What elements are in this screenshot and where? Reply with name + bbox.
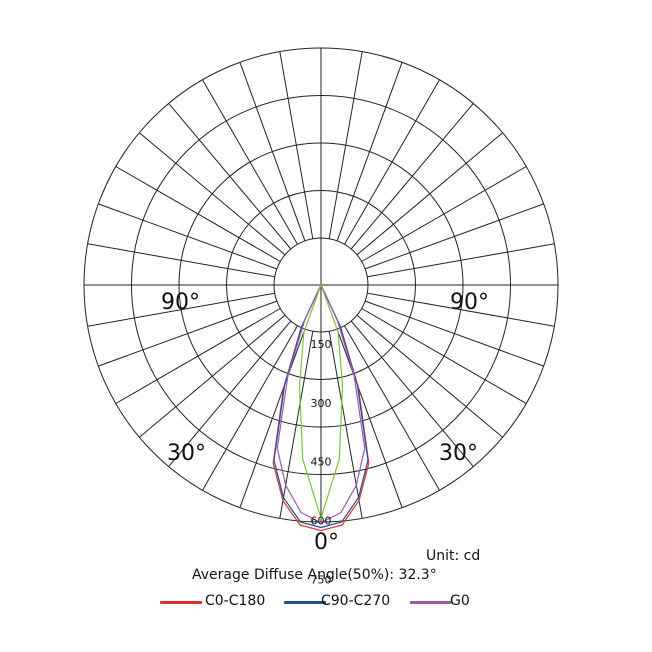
angle-label-30-right: 30° — [439, 441, 478, 466]
grid-spoke — [344, 325, 440, 491]
chart-legend: C0-C180 C90-C270 G0 — [160, 593, 520, 611]
grid-spoke — [365, 203, 544, 270]
radial-tick-label: 300 — [311, 397, 332, 410]
angle-labels: 90° 90° 30° 30° 0° — [161, 290, 489, 555]
grid-spoke — [115, 308, 281, 404]
series-curve-c90-c270 — [273, 284, 369, 529]
legend-label-c90-c270: C90-C270 — [321, 593, 391, 609]
angle-label-30-left: 30° — [167, 441, 206, 466]
radial-tick-label: 750 — [311, 574, 332, 587]
angle-label-90-right: 90° — [450, 290, 489, 315]
radial-tick-label: 150 — [311, 338, 332, 351]
grid-spoke — [356, 314, 503, 438]
series-curve-g0 — [276, 284, 366, 524]
angle-label-0: 0° — [314, 530, 339, 555]
grid-spoke — [98, 300, 277, 367]
grid-spoke — [168, 103, 292, 250]
polar-grid — [83, 47, 559, 523]
grid-spoke — [239, 329, 306, 508]
grid-spoke — [361, 166, 527, 262]
grid-spoke — [87, 292, 275, 327]
radial-tick-label: 450 — [311, 456, 332, 469]
angle-label-90-left: 90° — [161, 290, 200, 315]
grid-spoke — [139, 314, 286, 438]
grid-spoke — [328, 51, 363, 239]
grid-spoke — [239, 62, 306, 241]
grid-spoke — [139, 132, 286, 256]
grid-spoke — [279, 331, 314, 519]
legend-label-c0-c180: C0-C180 — [205, 593, 266, 609]
legend-swatch-g0 — [410, 601, 452, 604]
grid-spoke — [328, 331, 363, 519]
grid-spoke — [356, 132, 503, 256]
grid-spoke — [365, 300, 544, 367]
grid-spoke — [361, 308, 527, 404]
grid-spoke — [115, 166, 281, 262]
grid-spoke — [168, 320, 292, 467]
grid-spoke — [87, 243, 275, 278]
legend-label-g0: G0 — [450, 593, 470, 609]
legend-swatch-c0-c180 — [160, 601, 202, 604]
grid-spoke — [344, 79, 440, 245]
radial-tick-label: 600 — [311, 515, 332, 528]
diffuse-angle-note: Average Diffuse Angle(50%): 32.3° — [192, 567, 437, 583]
radial-tick-labels: 150 300 450 600 750 — [311, 338, 332, 587]
grid-spoke — [98, 203, 277, 270]
intensity-curves — [272, 284, 370, 532]
grid-spoke — [367, 243, 555, 278]
legend-swatch-c90-c270 — [284, 601, 326, 604]
grid-spoke — [350, 320, 474, 467]
grid-spoke — [336, 329, 403, 508]
grid-spoke — [202, 79, 298, 245]
grid-spoke — [336, 62, 403, 241]
series-curve-unnamed-3 — [298, 284, 344, 519]
unit-label: Unit: cd — [426, 548, 481, 564]
grid-spoke — [367, 292, 555, 327]
grid-spoke — [350, 103, 474, 250]
grid-spoke — [279, 51, 314, 239]
grid-spoke — [202, 325, 298, 491]
